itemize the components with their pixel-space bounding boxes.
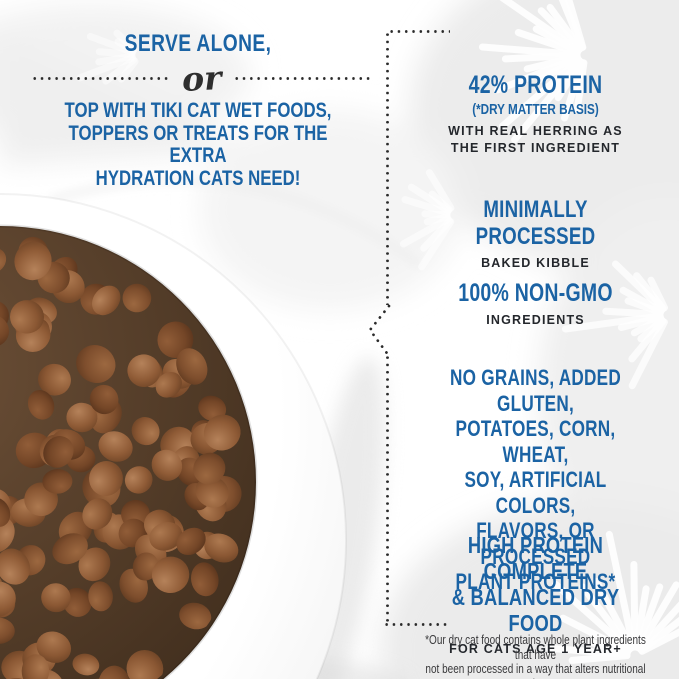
dotted-line-left xyxy=(33,76,168,80)
or-script-word: or xyxy=(180,57,223,99)
tagline-line: HYDRATION CATS NEED! xyxy=(95,166,301,190)
benefit-protein: 42% PROTEIN (*DRY MATTER BASIS) WITH REA… xyxy=(392,72,679,157)
serving-suggestion-block: SERVE ALONE, or TOP WITH TIKI CAT WET FO… xyxy=(12,30,384,190)
benefit-complete-balanced: HIGH PROTEIN COMPLETE & BALANCED DRY FOO… xyxy=(392,532,679,658)
benefits-column: 42% PROTEIN (*DRY MATTER BASIS) WITH REA… xyxy=(392,0,679,679)
benefit-heading: NO GRAINS, ADDED GLUTEN, POTATOES, CORN,… xyxy=(450,365,621,594)
palm-frond-strokes xyxy=(76,0,679,664)
vertical-dotted-divider-top xyxy=(386,31,389,305)
footnote: *Our dry cat food contains whole plant i… xyxy=(392,633,679,679)
topper-tagline: TOP WITH TIKI CAT WET FOODS, TOPPERS OR … xyxy=(49,99,347,190)
benefit-detail: WITH REAL HERRING AS THE FIRST INGREDIEN… xyxy=(448,124,623,155)
divider-chevron-icon xyxy=(368,304,391,358)
footnote-line: not been processed in a way that alters … xyxy=(425,662,646,679)
vertical-dotted-divider-bottom xyxy=(386,354,389,622)
benefit-non-gmo: 100% NON-GMO INGREDIENTS xyxy=(392,280,679,329)
benefit-heading: HIGH PROTEIN COMPLETE & BALANCED DRY FOO… xyxy=(451,532,620,636)
benefit-no-grains: NO GRAINS, ADDED GLUTEN, POTATOES, CORN,… xyxy=(392,365,679,595)
benefit-minimally-processed: MINIMALLY PROCESSED BAKED KIBBLE xyxy=(392,196,679,272)
benefit-detail: FOR CATS AGE 1 YEAR+ xyxy=(449,642,622,656)
dotted-line-right xyxy=(235,76,370,80)
footnote-line: *Our dry cat food contains whole plant i… xyxy=(425,633,646,662)
or-divider-row: or xyxy=(12,57,384,99)
dotted-divider-top-cap xyxy=(388,30,450,33)
tagline-line: TOPPERS OR TREATS FOR THE EXTRA xyxy=(68,121,328,167)
benefit-detail: INGREDIENTS xyxy=(486,313,585,327)
benefit-subheading: (*DRY MATTER BASIS) xyxy=(472,101,599,118)
benefit-heading: 100% NON-GMO xyxy=(458,279,613,307)
benefit-detail: BAKED KIBBLE xyxy=(481,256,590,270)
tagline-line: TOP WITH TIKI CAT WET FOODS, xyxy=(64,99,332,122)
benefit-heading: MINIMALLY PROCESSED xyxy=(475,196,596,250)
serve-alone-heading: SERVE ALONE, xyxy=(124,30,272,57)
kibble-pieces xyxy=(0,236,242,679)
benefit-heading: 42% PROTEIN xyxy=(468,71,603,99)
dotted-divider-bottom-cap xyxy=(383,623,449,626)
kibble-bowl-photo xyxy=(0,193,404,679)
